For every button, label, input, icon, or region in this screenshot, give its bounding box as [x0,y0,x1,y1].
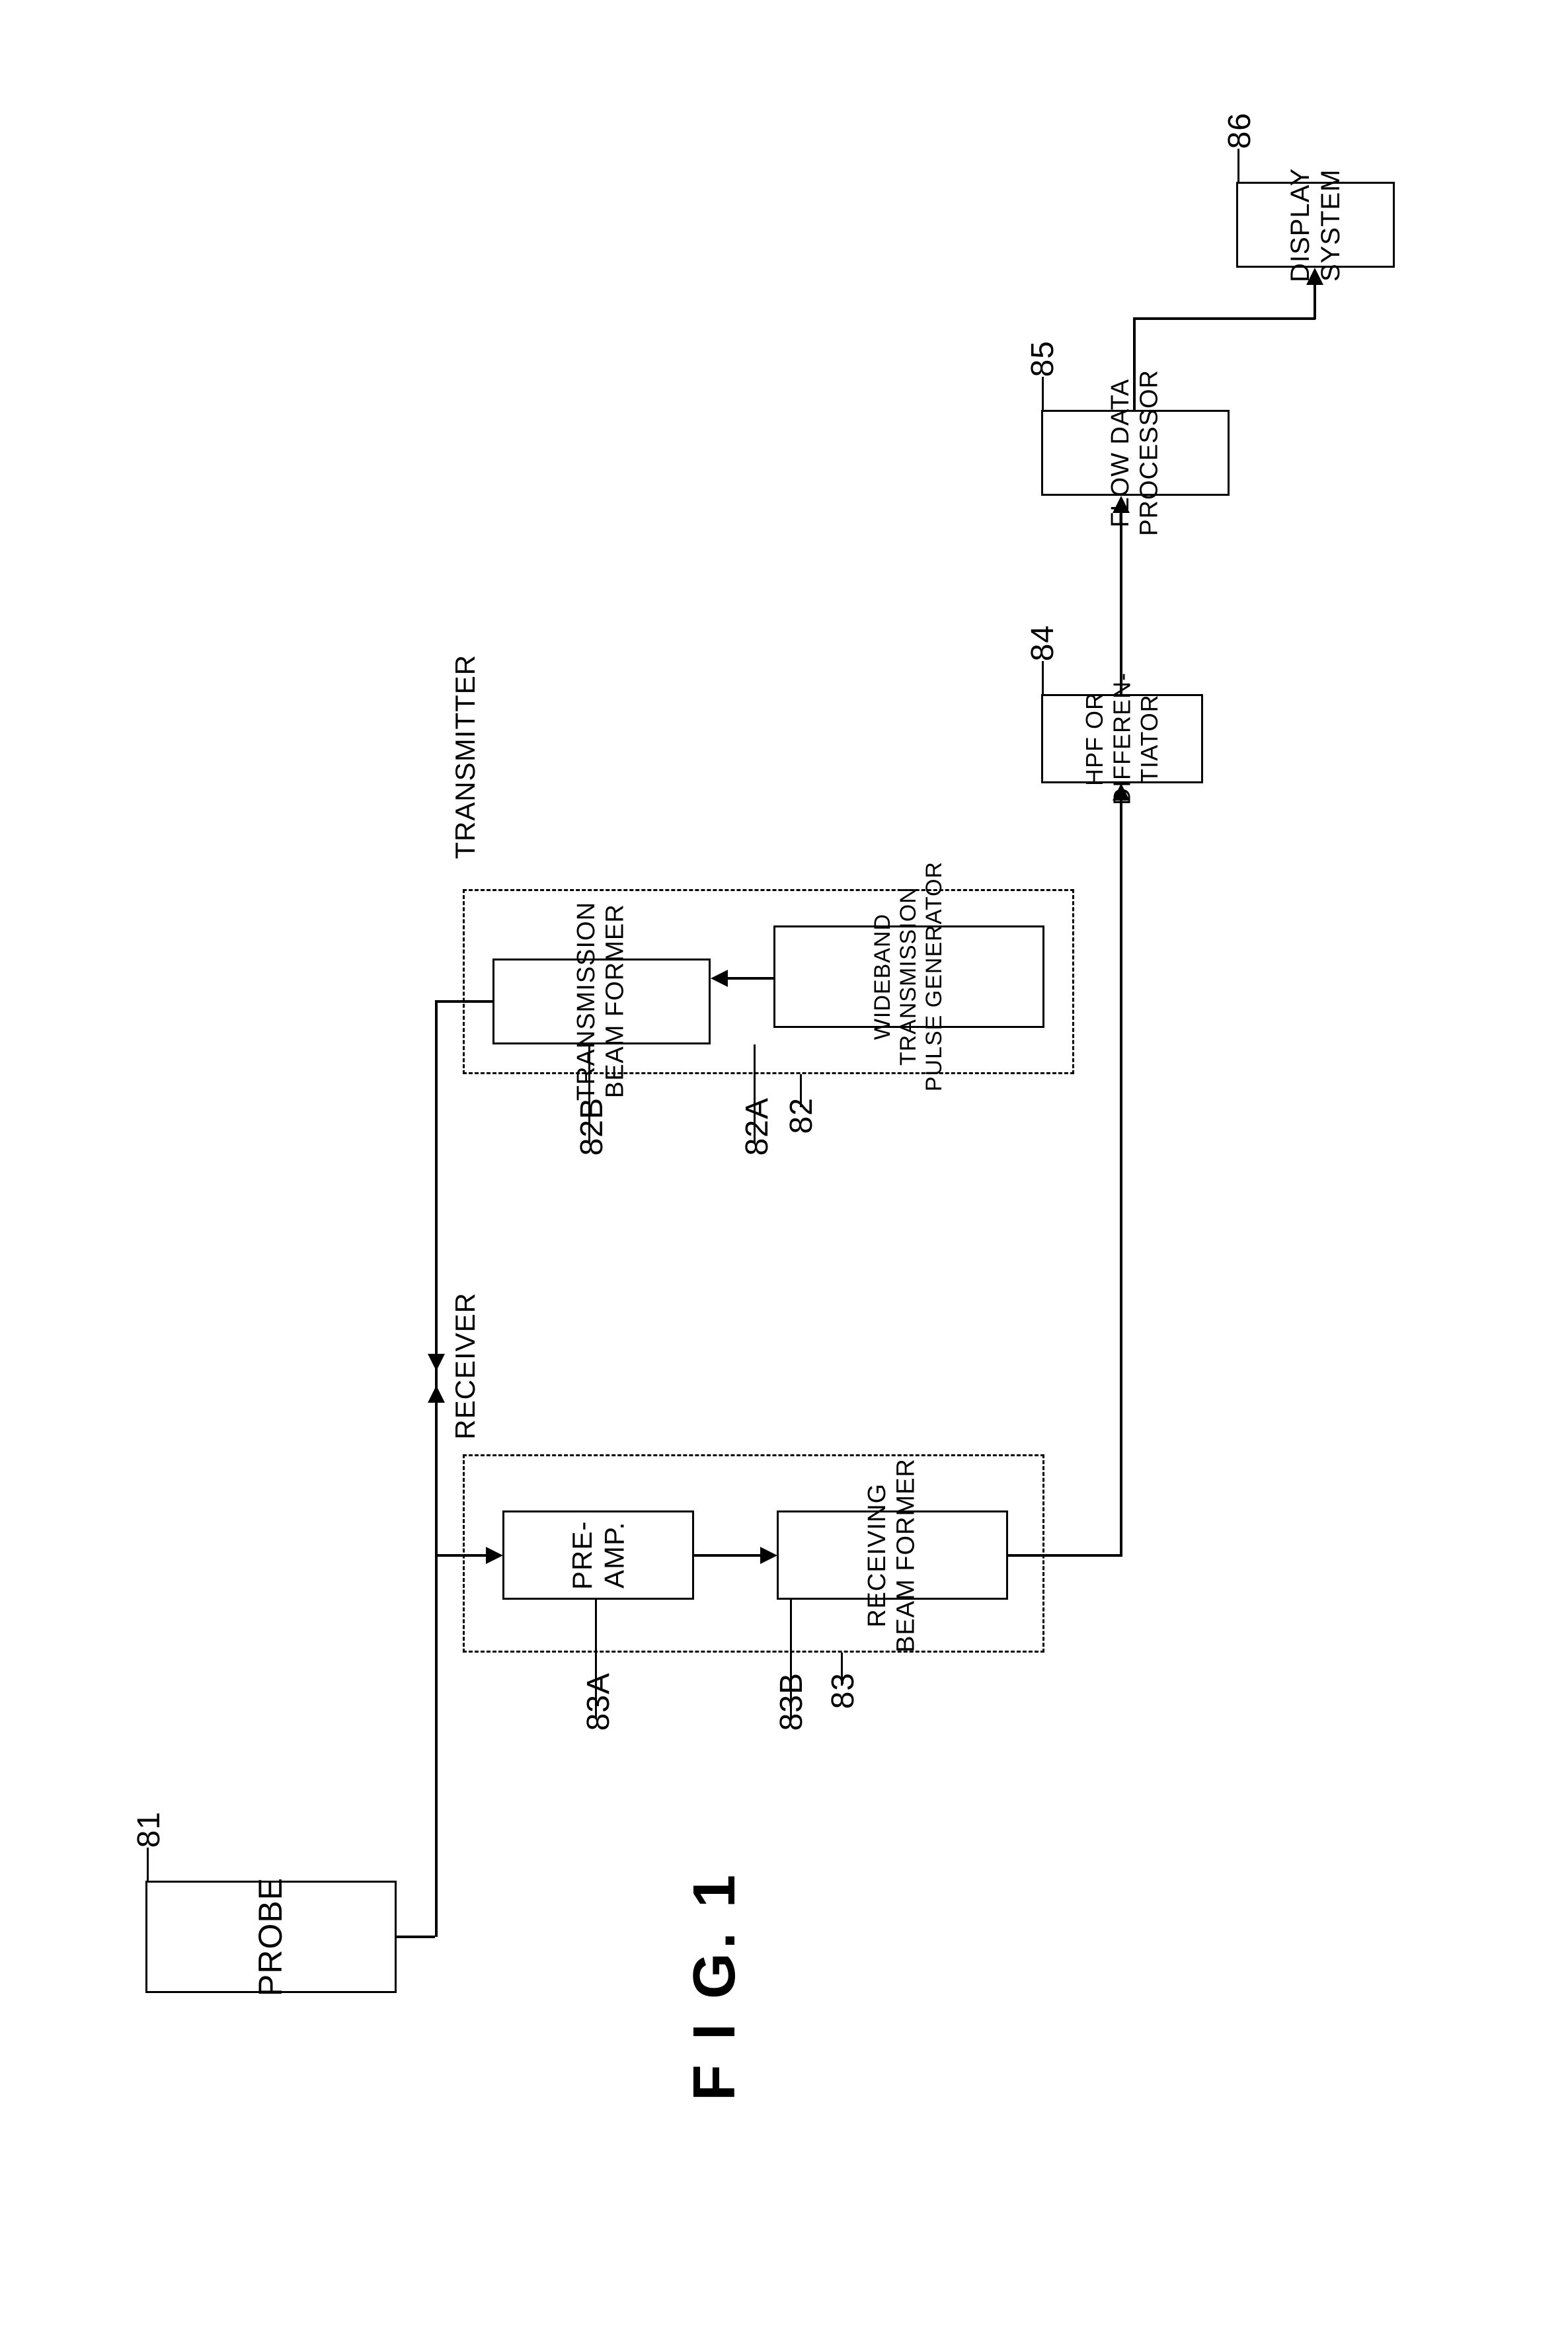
arrow-fdp-v2 [1313,281,1316,319]
figure-label: F I G. 1 [681,1871,749,2101]
ref-86: 86 [1222,112,1258,149]
block-pre-amp: PRE-AMP. [502,1510,694,1600]
block-probe: PROBE [145,1881,397,1993]
block-receiving-beam-former: RECEIVING BEAM FORMER [777,1510,1008,1600]
block-transmission-beam-former: TRANSMISSION BEAM FORMER [492,959,711,1044]
receiver-group-label: RECEIVER [450,1292,481,1440]
arrowhead-preamp [486,1547,503,1564]
arrow-hpf-fdp [1120,509,1122,694]
arrow-tbf-vertical [435,1000,438,1937]
arrow-rbf-h1 [1008,1554,1122,1557]
arrow-fdp-h [1133,317,1315,320]
diagram-root: PROBE TRANSMITTER TRANSMISSION BEAM FORM… [0,0,1568,2350]
arrowhead-junction-up [428,1386,445,1403]
arrowhead-preamp-rbf [760,1547,777,1564]
block-flow-data-processor: FLOW DATA PROCESSOR [1041,410,1230,496]
block-display-system: DISPLAY SYSTEM [1236,182,1395,268]
leader-84 [1042,661,1044,694]
leader-82A [754,1044,756,1144]
arrow-wpg-tbf [724,977,773,980]
display-label: DISPLAY SYSTEM [1285,168,1346,282]
leader-83A [595,1600,597,1719]
arrowhead-hpf-fdp [1113,496,1130,513]
preamp-label: PRE-AMP. [567,1512,631,1598]
transmitter-group-label: TRANSMITTER [450,654,481,859]
block-hpf-differentiator: HPF OR DIFFEREN- TIATOR [1041,694,1203,783]
ref-82B: 82B [574,1097,610,1155]
leader-82B [588,1044,590,1144]
arrow-tbf-down [435,1000,492,1003]
leader-81 [147,1848,149,1881]
block-wideband-pulse-generator: WIDEBAND TRANSMISSION PULSE GENERATOR [773,925,1044,1028]
probe-label: PROBE [252,1877,290,1996]
ref-81: 81 [131,1811,167,1848]
arrowhead-junction-down [428,1354,445,1371]
arrow-rbf-v [1120,797,1122,1557]
leader-83 [841,1653,843,1686]
wpg-label: WIDEBAND TRANSMISSION PULSE GENERATOR [870,861,947,1091]
ref-82A: 82A [739,1097,775,1155]
ref-83A: 83A [580,1672,617,1731]
rbf-label: RECEIVING BEAM FORMER [863,1458,921,1653]
ref-84: 84 [1025,625,1061,661]
arrowhead-fdp-display [1306,268,1323,285]
tbf-label: TRANSMISSION BEAM FORMER [572,902,630,1101]
ref-85: 85 [1025,340,1061,377]
leader-83B [790,1600,792,1719]
arrow-to-probe [397,1936,435,1938]
arrow-to-preamp-h [435,1554,489,1557]
arrow-preamp-rbf [694,1554,764,1557]
ref-83: 83 [825,1672,861,1709]
leader-86 [1237,149,1239,182]
arrow-fdp-v [1133,317,1136,410]
leader-82 [800,1074,802,1107]
arrowhead-rbf-hpf [1113,783,1130,801]
arrowhead-wpg-tbf [711,970,728,987]
leader-85 [1042,377,1044,410]
